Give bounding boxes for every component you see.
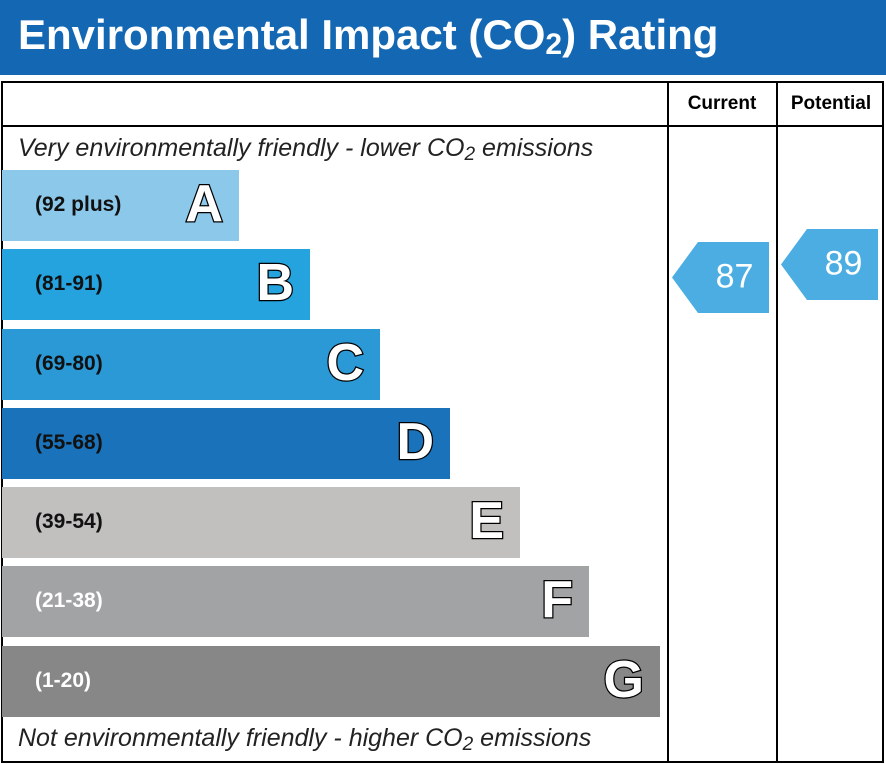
band-range: (69-80) [35, 352, 103, 375]
band-bar [2, 408, 450, 479]
column-header: Current [688, 93, 757, 114]
band-letter: A [185, 175, 223, 233]
band-bar [2, 249, 310, 320]
bottom-note: Not environmentally friendly - higher CO… [18, 724, 591, 755]
band-bar [2, 487, 520, 558]
band-range: (55-68) [35, 431, 103, 454]
current-arrow [672, 242, 769, 313]
band-bar [2, 170, 239, 241]
band-letter: E [469, 492, 504, 550]
title: Environmental Impact (CO2) Rating [18, 11, 718, 61]
band-letter: B [256, 254, 294, 312]
potential-arrow [781, 229, 878, 300]
potential-value: 89 [825, 244, 863, 282]
band-range: (81-91) [35, 272, 103, 295]
top-note: Very environmentally friendly - lower CO… [18, 134, 593, 165]
band-letter: C [326, 334, 364, 392]
band-letter: G [604, 651, 644, 709]
band-range: (39-54) [35, 510, 103, 533]
column-header: Potential [791, 93, 871, 114]
header-band [0, 0, 886, 75]
current-value: 87 [716, 257, 754, 295]
band-letter: F [541, 571, 573, 629]
band-letter: D [396, 413, 434, 471]
band-bar [2, 646, 660, 717]
band-range: (92 plus) [35, 193, 121, 216]
band-bar [2, 566, 589, 637]
band-range: (21-38) [35, 589, 103, 612]
band-bar [2, 329, 380, 400]
band-range: (1-20) [35, 669, 91, 692]
